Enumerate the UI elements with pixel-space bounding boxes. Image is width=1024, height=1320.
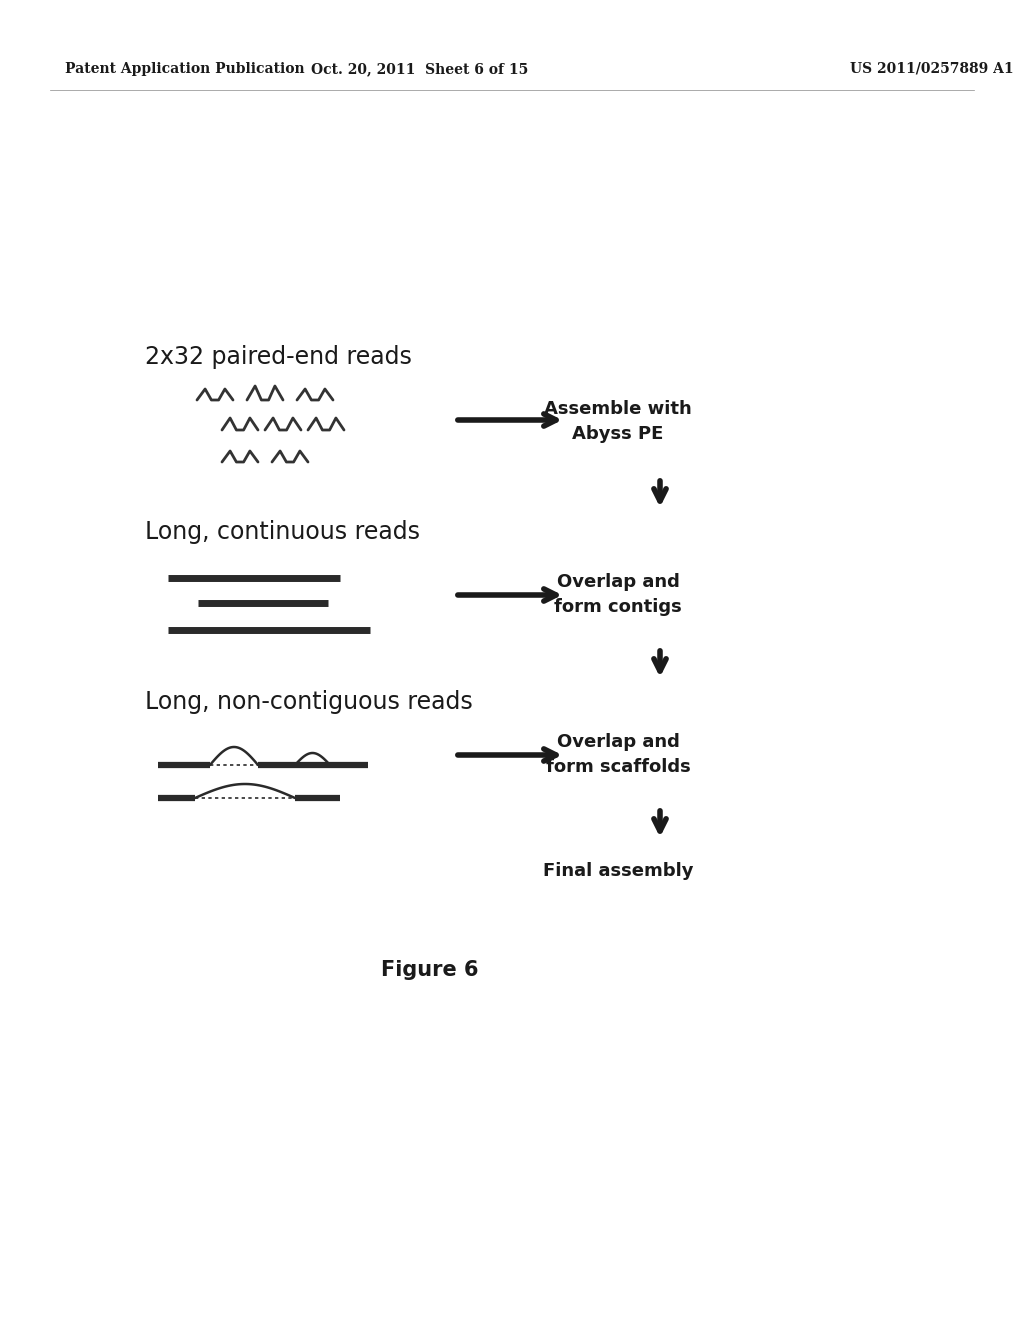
Text: Final assembly: Final assembly bbox=[543, 862, 693, 880]
Text: Long, non-contiguous reads: Long, non-contiguous reads bbox=[145, 690, 473, 714]
Text: 2x32 paired-end reads: 2x32 paired-end reads bbox=[145, 345, 412, 370]
Text: Long, continuous reads: Long, continuous reads bbox=[145, 520, 420, 544]
Text: Patent Application Publication: Patent Application Publication bbox=[65, 62, 304, 77]
Text: US 2011/0257889 A1: US 2011/0257889 A1 bbox=[850, 62, 1014, 77]
Text: Overlap and
form scaffolds: Overlap and form scaffolds bbox=[546, 733, 690, 776]
Text: Figure 6: Figure 6 bbox=[381, 960, 479, 979]
Text: Overlap and
form contigs: Overlap and form contigs bbox=[554, 573, 682, 616]
Text: Assemble with
Abyss PE: Assemble with Abyss PE bbox=[544, 400, 692, 444]
Text: Oct. 20, 2011  Sheet 6 of 15: Oct. 20, 2011 Sheet 6 of 15 bbox=[311, 62, 528, 77]
